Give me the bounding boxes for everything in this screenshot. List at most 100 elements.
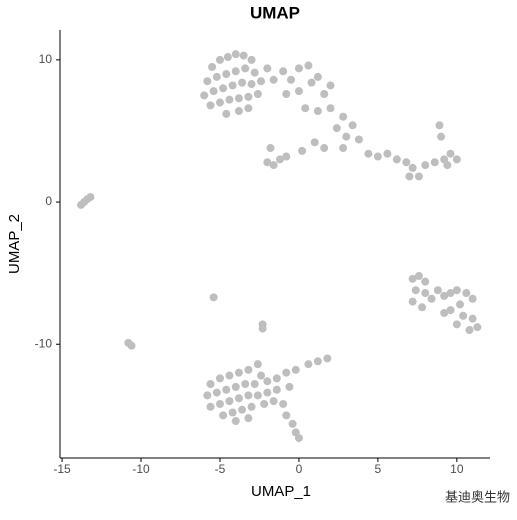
point xyxy=(244,92,253,101)
point xyxy=(212,72,221,81)
point xyxy=(304,61,313,70)
point xyxy=(244,104,253,113)
point xyxy=(215,98,224,107)
point xyxy=(272,374,281,383)
point xyxy=(203,77,212,86)
point xyxy=(223,53,232,62)
point xyxy=(392,155,401,164)
point xyxy=(275,155,284,164)
x-tick-label: -5 xyxy=(215,462,226,476)
point xyxy=(257,77,266,86)
point xyxy=(234,394,243,403)
point xyxy=(418,303,427,312)
x-tick-label: 10 xyxy=(450,462,464,476)
point xyxy=(313,107,322,116)
point xyxy=(323,354,332,363)
x-tick-label: -10 xyxy=(132,462,150,476)
point xyxy=(304,360,313,369)
point xyxy=(452,155,461,164)
point xyxy=(222,109,231,118)
point xyxy=(342,132,351,141)
point xyxy=(222,385,231,394)
y-tick-label: -10 xyxy=(35,336,53,350)
point xyxy=(320,89,329,98)
point xyxy=(455,300,464,309)
point xyxy=(373,152,382,161)
point xyxy=(282,368,291,377)
point xyxy=(402,158,411,167)
point xyxy=(408,274,417,283)
point xyxy=(241,380,250,389)
point xyxy=(260,399,269,408)
point xyxy=(440,308,449,317)
point xyxy=(208,62,217,71)
point xyxy=(468,314,477,323)
point xyxy=(310,138,319,147)
point xyxy=(279,399,288,408)
x-axis-label: UMAP_1 xyxy=(251,483,311,500)
point xyxy=(257,371,266,380)
point xyxy=(247,55,256,64)
point xyxy=(282,152,291,161)
chart-title: UMAP xyxy=(250,3,300,22)
point xyxy=(354,135,363,144)
point xyxy=(414,172,423,181)
point xyxy=(285,382,294,391)
point xyxy=(231,417,240,426)
point xyxy=(282,89,291,98)
point xyxy=(215,399,224,408)
x-tick-label: -15 xyxy=(53,462,71,476)
point xyxy=(269,161,278,170)
point xyxy=(272,385,281,394)
point xyxy=(279,67,288,76)
point xyxy=(263,64,272,73)
point xyxy=(332,124,341,133)
point xyxy=(269,75,278,84)
point xyxy=(465,326,474,335)
point xyxy=(247,402,256,411)
point xyxy=(468,294,477,303)
y-tick-label: 0 xyxy=(45,194,52,208)
point xyxy=(301,104,310,113)
point xyxy=(313,72,322,81)
point xyxy=(228,408,237,417)
point xyxy=(222,70,231,79)
x-tick-label: 0 xyxy=(296,462,303,476)
point xyxy=(250,380,259,389)
point xyxy=(427,294,436,303)
point xyxy=(421,161,430,170)
point xyxy=(313,357,322,366)
point xyxy=(253,360,262,369)
point xyxy=(244,391,253,400)
point xyxy=(231,67,240,76)
point xyxy=(473,323,482,332)
point xyxy=(250,68,259,77)
watermark: 基迪奥生物 xyxy=(445,489,510,504)
point xyxy=(238,78,247,87)
point xyxy=(225,371,234,380)
point xyxy=(326,104,335,113)
point xyxy=(294,64,303,73)
point xyxy=(209,293,218,302)
point xyxy=(244,414,253,423)
point xyxy=(231,382,240,391)
point xyxy=(298,146,307,155)
point xyxy=(209,87,218,96)
point xyxy=(405,172,414,181)
point xyxy=(215,374,224,383)
point xyxy=(244,365,253,374)
y-tick-label: 10 xyxy=(39,52,53,66)
point xyxy=(253,89,262,98)
point xyxy=(421,289,430,298)
point xyxy=(443,161,452,170)
point xyxy=(307,78,316,87)
point xyxy=(239,51,248,60)
point xyxy=(459,311,468,320)
point xyxy=(320,144,329,153)
point xyxy=(206,101,215,110)
point xyxy=(446,289,455,298)
point xyxy=(212,388,221,397)
point xyxy=(287,75,296,84)
point xyxy=(282,411,291,420)
